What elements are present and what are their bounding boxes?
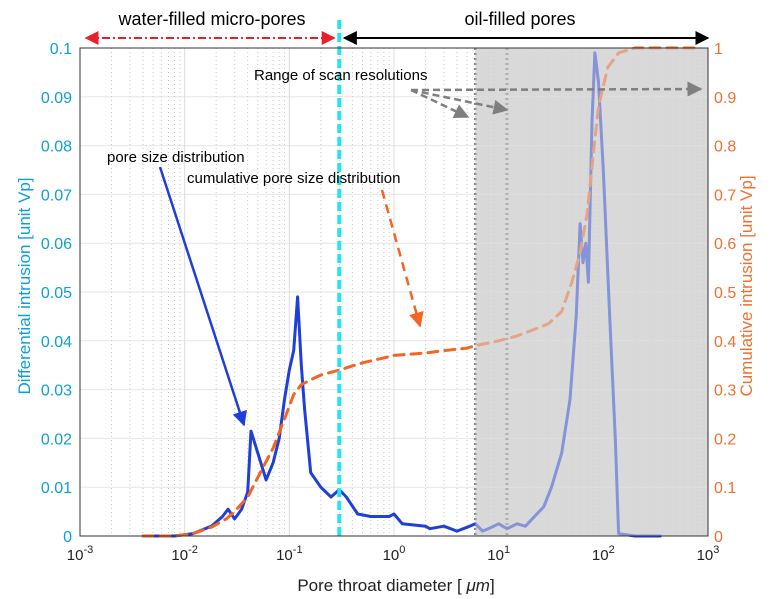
y-right-tick-label: 0.5 — [714, 285, 736, 302]
x-tick-label: 10-2 — [171, 544, 197, 564]
x-axis-label-prefix: Pore throat diameter [ — [297, 576, 466, 595]
x-tick-base: 10 — [171, 547, 188, 564]
y-axis-right-label: Cumulative intrusion [unit Vp] — [737, 175, 756, 396]
y-right-tick-label: 0.1 — [714, 480, 736, 497]
y-left-tick-label: 0.03 — [41, 383, 72, 400]
series-line-cumulative — [141, 46, 700, 538]
x-tick-exponent: 0 — [399, 544, 405, 556]
y-left-tick-label: 0.05 — [41, 285, 72, 302]
y-right-tick-label: 0.2 — [714, 431, 736, 448]
x-tick-exponent: 1 — [504, 544, 510, 556]
x-tick-exponent: 3 — [713, 544, 719, 556]
x-tick-base: 10 — [276, 547, 293, 564]
x-tick-label: 101 — [487, 544, 510, 564]
y-right-tick-label: 0.9 — [714, 90, 736, 107]
x-tick-exponent: -2 — [188, 544, 198, 556]
oil-filled-label: oil-filled pores — [464, 9, 575, 29]
x-tick-exponent: -1 — [293, 544, 303, 556]
psd-annotation: pore size distribution — [107, 149, 245, 166]
y-right-tick-label: 0 — [714, 529, 723, 546]
annotations: water-filled micro-pores oil-filled pores… — [84, 9, 710, 427]
y-left-tick-label: 0.06 — [41, 236, 72, 253]
y-right-tick-label: 0.4 — [714, 334, 736, 351]
y-left-tick-label: 0.08 — [41, 139, 72, 156]
y-axis-left-label: Differential intrusion [unit Vp] — [15, 177, 34, 394]
scan-range-overlay-rect — [475, 48, 708, 536]
y-right-tick-label: 0.3 — [714, 383, 736, 400]
y-left-tick-label: 0.01 — [41, 480, 72, 497]
y-left-tick-label: 0 — [63, 529, 72, 546]
x-tick-exponent: -3 — [83, 544, 93, 556]
x-tick-base: 10 — [383, 547, 400, 564]
plot-frame — [79, 47, 709, 537]
x-tick-label: 10-1 — [276, 544, 302, 564]
x-tick-label: 102 — [592, 544, 615, 564]
water-filled-label: water-filled micro-pores — [117, 9, 305, 29]
x-tick-label: 10-3 — [67, 544, 93, 564]
x-tick-base: 10 — [487, 547, 504, 564]
cumulative-arrow — [380, 189, 424, 328]
plot-border — [79, 47, 709, 537]
y-left-tick-label: 0.07 — [41, 187, 72, 204]
y-right-tick-label: 0.8 — [714, 139, 736, 156]
cumulative-annotation: cumulative pore size distribution — [187, 170, 400, 187]
tick-labels: 0 0.01 0.02 0.03 0.04 0.05 0.06 0.07 0.08 0.09 0.1… — [41, 41, 736, 564]
x-axis-label-suffix: ] — [490, 576, 495, 595]
x-tick-base: 10 — [697, 547, 714, 564]
scan-range-arrow — [410, 81, 703, 97]
scan-range-annotation: Range of scan resolutions — [254, 67, 427, 84]
y-left-tick-label: 0.02 — [41, 431, 72, 448]
x-tick-label: 100 — [383, 544, 406, 564]
scan-range-arrow — [410, 88, 470, 119]
x-tick-exponent: 2 — [609, 544, 615, 556]
y-right-tick-label: 0.7 — [714, 187, 736, 204]
y-left-tick-label: 0.1 — [50, 41, 72, 58]
x-axis-label-unit: μm — [465, 576, 489, 595]
y-left-tick-label: 0.04 — [41, 334, 72, 351]
psd-arrow — [158, 166, 247, 427]
x-axis-label: Pore throat diameter [ μm] — [297, 576, 494, 595]
scan-range-arrow — [410, 88, 509, 115]
x-tick-label: 103 — [697, 544, 720, 564]
y-left-tick-label: 0.09 — [41, 90, 72, 107]
scan-range-overlay — [475, 48, 708, 536]
x-tick-base: 10 — [592, 547, 609, 564]
x-tick-base: 10 — [67, 547, 84, 564]
y-right-tick-label: 1 — [714, 41, 723, 58]
y-right-tick-label: 0.6 — [714, 236, 736, 253]
